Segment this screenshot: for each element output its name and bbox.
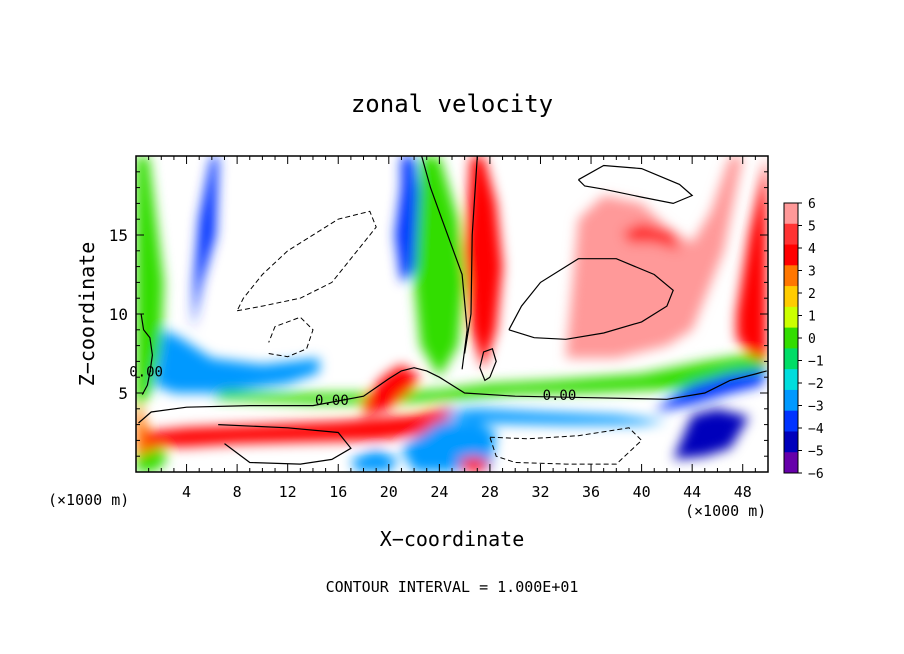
x-unit-left: (×1000 m) (48, 491, 129, 509)
color-band-3 (155, 329, 320, 393)
color-band-13 (736, 156, 767, 362)
x-tick-label-16: 16 (329, 483, 347, 501)
colorbar-label-2: 4 (808, 242, 816, 257)
contour-line-4 (218, 424, 352, 465)
x-tick-label-20: 20 (380, 483, 398, 501)
colorbar-label-5: 1 (808, 310, 816, 325)
colorbar-swatch-6 (784, 327, 798, 349)
dashed-contour-6 (268, 316, 314, 358)
color-band-8 (142, 405, 453, 447)
colorbar-swatch-2 (784, 244, 798, 266)
color-fill-layer (136, 156, 767, 472)
x-axis-ticks: 4 8 12 16 20 24 28 32 36 40 44 48 (148, 156, 756, 501)
color-band-17 (136, 446, 168, 472)
x-tick-label-24: 24 (430, 483, 448, 501)
contour-line-8 (577, 164, 694, 205)
x-tick-label-40: 40 (633, 483, 651, 501)
contour-label-2: 0.00 (543, 388, 577, 404)
contour-interval-note: CONTOUR INTERVAL = 1.000E+01 (326, 578, 579, 596)
color-band-4 (395, 156, 422, 283)
colorbar-swatch-9 (784, 389, 798, 412)
colorbar-swatch-1 (784, 223, 798, 246)
y-axis-label: Z−coordinate (75, 242, 99, 387)
colorbar-swatch-3 (784, 265, 798, 287)
colorbar-label-8: −2 (808, 377, 824, 392)
colorbar-label-12: −6 (808, 467, 824, 482)
colorbar-label-0: 6 (808, 197, 816, 212)
colorbar-label-7: −1 (808, 355, 824, 370)
y-axis-ticks: 5 10 15 (109, 171, 768, 457)
colorbar-swatch-0 (784, 203, 798, 225)
color-band-19 (458, 456, 490, 472)
color-band-7 (211, 351, 767, 405)
y-tick-label-5: 5 (118, 384, 128, 403)
color-band-9 (439, 408, 667, 425)
contour-line-2 (421, 156, 468, 370)
contour-line-3 (464, 156, 478, 354)
x-axis-label: X−coordinate (380, 527, 525, 551)
colorbar-swatch-10 (784, 410, 798, 432)
x-tick-label-36: 36 (582, 483, 600, 501)
x-tick-label-44: 44 (683, 483, 701, 501)
contour-labels-layer: 0.00 0.00 0.00 (129, 364, 576, 408)
x-unit-right: (×1000 m) (685, 502, 766, 520)
colorbar-label-1: 5 (808, 220, 816, 235)
y-tick-label-15: 15 (109, 226, 128, 245)
colorbar-swatch-7 (784, 348, 798, 370)
colorbar-label-6: 0 (808, 332, 816, 347)
colorbar-label-9: −3 (808, 400, 824, 415)
contour-line-10 (479, 348, 497, 382)
x-tick-label-12: 12 (279, 483, 297, 501)
dashed-contour-5 (236, 210, 377, 312)
color-band-14 (565, 156, 743, 359)
color-band-16 (363, 364, 421, 416)
colorbar-swatch-11 (784, 431, 798, 453)
contour-lines-layer (138, 156, 767, 465)
colorbar-swatch-8 (784, 369, 798, 391)
color-band-1 (136, 156, 164, 409)
x-tick-label-48: 48 (734, 483, 752, 501)
colorbar-label-4: 2 (808, 287, 816, 302)
color-band-2 (192, 156, 219, 330)
colorbar-swatch-12 (784, 452, 798, 474)
colorbar-label-11: −5 (808, 445, 824, 460)
colorbar-swatch-5 (784, 306, 798, 329)
color-band-5 (414, 156, 465, 378)
x-tick-label-4: 4 (182, 483, 191, 501)
x-tick-label-32: 32 (531, 483, 549, 501)
color-band-20 (350, 449, 399, 472)
color-band-0 (136, 385, 155, 469)
colorbar-swatch-4 (784, 286, 798, 308)
contour-line-0 (140, 313, 154, 395)
contour-label-0: 0.00 (129, 364, 163, 380)
y-tick-label-10: 10 (109, 305, 128, 324)
colorbar-label-3: 3 (808, 265, 816, 280)
colorbar: 6 5 4 3 2 1 0 −1 −2 −3 −4 −5 −6 (783, 197, 824, 482)
color-band-15 (622, 222, 680, 251)
x-tick-label-8: 8 (233, 483, 242, 501)
x-tick-label-28: 28 (481, 483, 499, 501)
plot-area: 0.000.00 0.00 4 8 12 16 20 24 28 32 36 40 44 48 5101… (109, 155, 769, 501)
colorbar-label-10: −4 (808, 422, 824, 437)
contour-line-9 (508, 258, 674, 340)
contour-label-1: 0.00 (315, 393, 349, 409)
color-band-18 (698, 421, 733, 449)
chart-title: zonal velocity (351, 90, 553, 118)
contour-line-1 (138, 367, 767, 424)
